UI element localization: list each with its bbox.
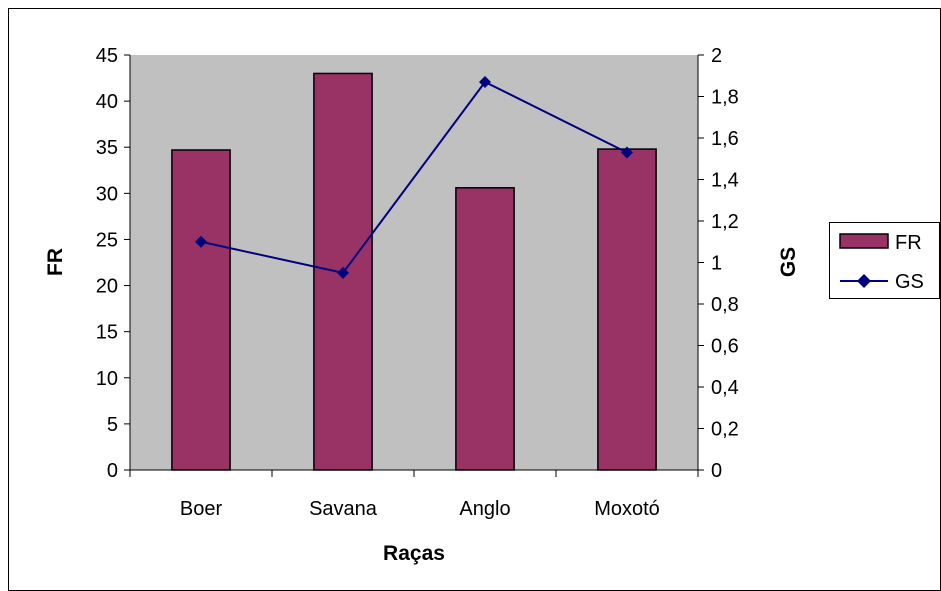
y2-tick-label: 1 bbox=[711, 253, 722, 275]
y-tick-label: 15 bbox=[96, 322, 118, 344]
y-tick-label: 10 bbox=[96, 368, 118, 390]
x-tick-label: Boer bbox=[180, 498, 223, 520]
y2-tick-label: 0 bbox=[711, 460, 722, 482]
bar-fr-2 bbox=[455, 187, 515, 471]
y2-tick-label: 0,2 bbox=[711, 419, 739, 441]
x-tick-label: Savana bbox=[309, 498, 378, 520]
bar-series-fr bbox=[171, 72, 657, 471]
point-gs-0 bbox=[195, 235, 207, 248]
y-tick-label: 25 bbox=[96, 229, 118, 251]
y2-tick-label: 1,6 bbox=[711, 128, 739, 150]
y-tick-label: 35 bbox=[96, 137, 118, 159]
y2-tick-label: 0,6 bbox=[711, 336, 739, 358]
point-gs-2 bbox=[479, 75, 491, 88]
bar-fr-3 bbox=[597, 148, 657, 471]
y2-tick-label: 2 bbox=[711, 45, 722, 67]
line-gs bbox=[200, 80, 628, 274]
axes: 0 5 10 15 20 25 30 35 40 45 0 0,2 0,4 0,6 0,8 1 1,2 1,4 1,… bbox=[96, 45, 739, 520]
y2-tick-label: 1,2 bbox=[711, 211, 739, 233]
y2-tick-label: 1,4 bbox=[711, 170, 739, 192]
x-tick-label: Anglo bbox=[459, 498, 510, 520]
legend-label-gs: GS bbox=[895, 271, 924, 293]
bar-fr-0 bbox=[171, 149, 231, 471]
legend-label-fr: FR bbox=[895, 232, 922, 254]
legend-swatch-fr bbox=[839, 233, 889, 249]
y-axis-title: FR bbox=[44, 248, 67, 276]
legend: FR GS bbox=[829, 222, 940, 299]
y-tick-label: 40 bbox=[96, 91, 118, 113]
line-series-gs bbox=[195, 75, 633, 279]
y-tick-label: 5 bbox=[107, 414, 118, 436]
y-tick-label: 0 bbox=[107, 460, 118, 482]
y-tick-label: 20 bbox=[96, 276, 118, 298]
point-gs-3 bbox=[621, 146, 633, 159]
point-gs-1 bbox=[337, 266, 349, 279]
y2-tick-label: 0,8 bbox=[711, 294, 739, 316]
y2-tick-label: 0,4 bbox=[711, 377, 739, 399]
x-axis-title: Raças bbox=[383, 542, 445, 565]
legend-marker-gs bbox=[857, 274, 871, 288]
y-tick-label: 45 bbox=[96, 45, 118, 67]
x-tick-label: Moxotó bbox=[594, 498, 660, 520]
y-tick-label: 30 bbox=[96, 183, 118, 205]
y2-axis-title: GS bbox=[777, 247, 800, 277]
y2-tick-label: 1,8 bbox=[711, 87, 739, 109]
